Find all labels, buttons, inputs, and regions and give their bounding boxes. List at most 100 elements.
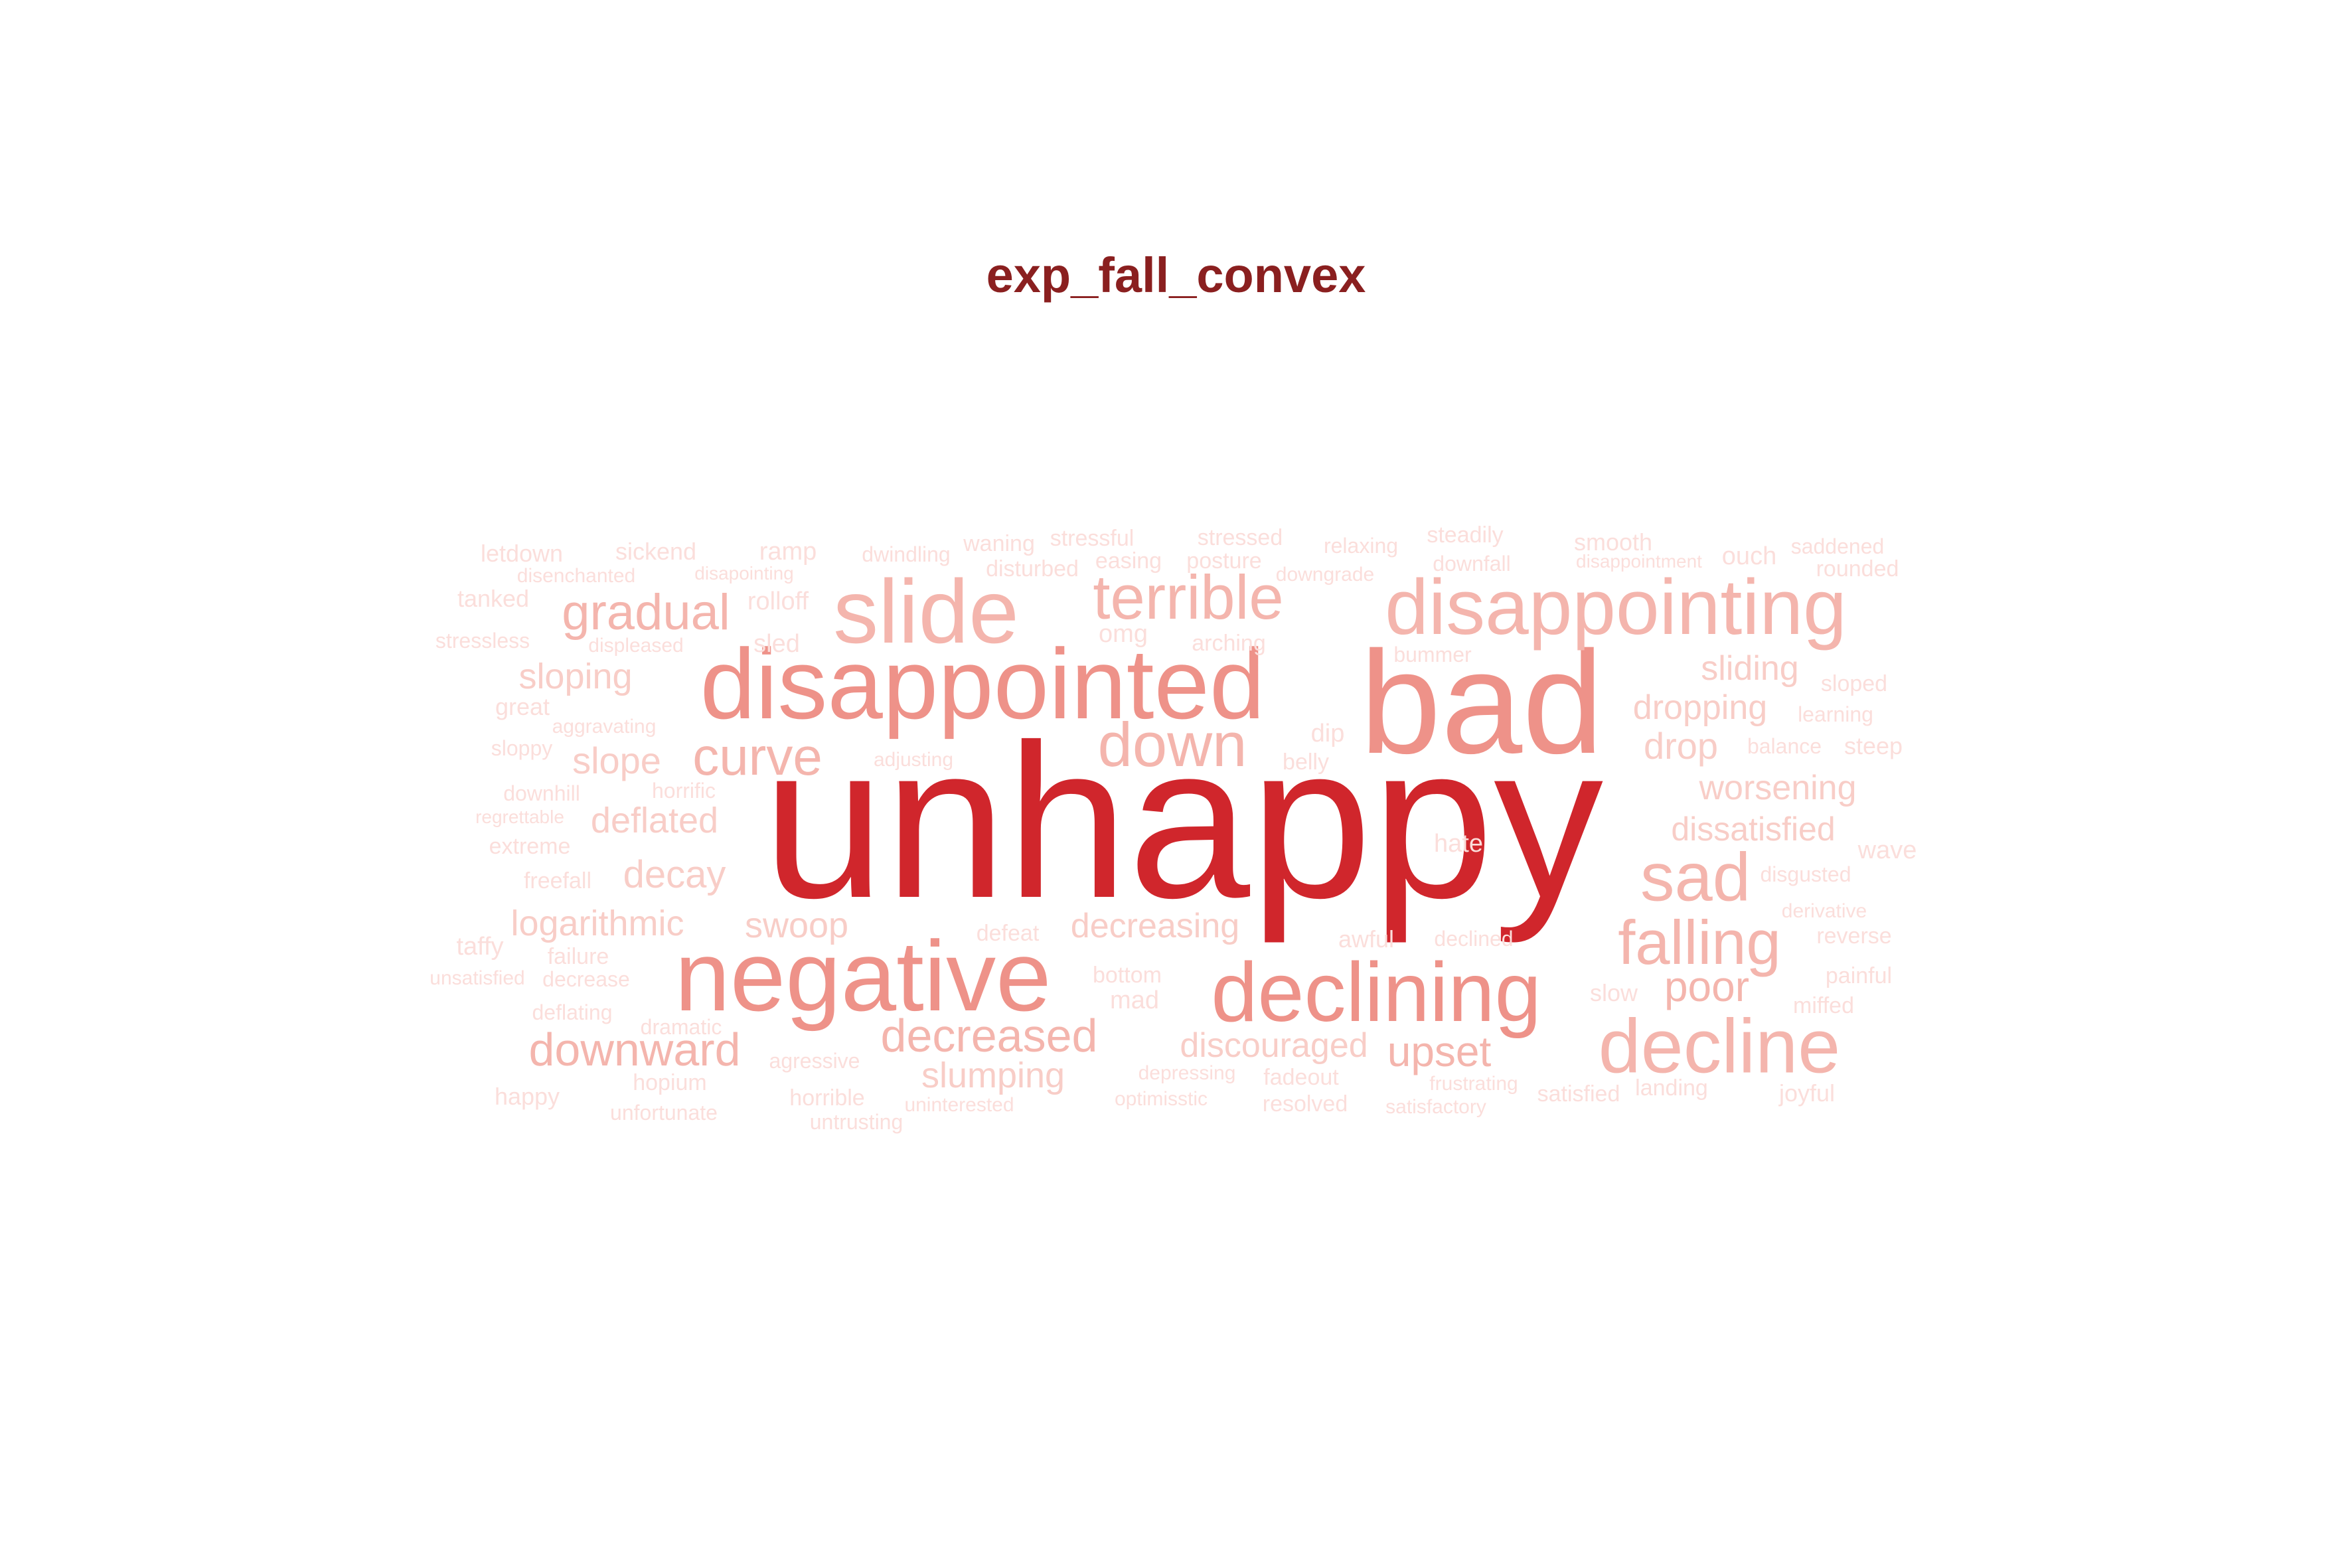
cloud-word: disappointed <box>700 628 1265 740</box>
cloud-word: waning <box>963 531 1035 556</box>
cloud-word: horrible <box>789 1085 865 1111</box>
cloud-word: steep <box>1843 732 1903 759</box>
cloud-word: wave <box>1857 836 1917 864</box>
cloud-word: sickend <box>615 538 697 565</box>
cloud-word: omg <box>1099 620 1148 648</box>
cloud-word: mad <box>1110 986 1159 1014</box>
cloud-word: terrible <box>1093 562 1284 632</box>
cloud-word: tanked <box>457 585 530 612</box>
cloud-word: unsatisfied <box>430 967 525 989</box>
cloud-word: defeat <box>976 921 1040 946</box>
cloud-word: decline <box>1598 1004 1841 1089</box>
cloud-word: declining <box>1211 945 1541 1039</box>
cloud-word: posture <box>1186 548 1262 574</box>
cloud-word: disenchanted <box>516 565 636 587</box>
cloud-word: disturbed <box>986 556 1079 582</box>
cloud-word: learning <box>1798 702 1873 726</box>
cloud-word: arching <box>1192 631 1266 656</box>
cloud-word: optimisstic <box>1114 1088 1208 1110</box>
cloud-word: disapointing <box>694 563 794 584</box>
cloud-word: hopium <box>633 1070 707 1095</box>
cloud-word: rolloff <box>747 588 809 615</box>
cloud-word: poor <box>1664 963 1750 1010</box>
cloud-word: sliding <box>1701 649 1799 688</box>
cloud-word: letdown <box>480 540 564 567</box>
cloud-word: gradual <box>562 584 730 641</box>
cloud-word: displeased <box>588 635 684 657</box>
cloud-word: negative <box>674 920 1052 1032</box>
cloud-word: miffed <box>1793 993 1854 1018</box>
cloud-word: downhill <box>503 781 580 805</box>
cloud-word: decreased <box>880 1010 1098 1061</box>
cloud-word: sloppy <box>491 736 553 760</box>
cloud-word: ramp <box>759 538 817 566</box>
cloud-word: downfall <box>1433 552 1511 576</box>
cloud-word: slope <box>572 740 661 781</box>
cloud-word: painful <box>1825 963 1893 988</box>
cloud-word: steadily <box>1427 522 1504 548</box>
cloud-word: bottom <box>1093 963 1162 988</box>
cloud-word: dip <box>1310 720 1345 747</box>
cloud-word: disappointing <box>1385 564 1847 651</box>
cloud-word: dwindling <box>862 542 951 566</box>
cloud-word: extreme <box>489 834 571 859</box>
cloud-word: landing <box>1635 1075 1708 1101</box>
cloud-word: satisfied <box>1537 1081 1620 1107</box>
cloud-word: adjusting <box>873 749 954 771</box>
cloud-word: sad <box>1640 838 1751 915</box>
cloud-word: regrettable <box>475 807 564 827</box>
cloud-word: downward <box>528 1024 741 1075</box>
cloud-word: dissatisfied <box>1671 811 1836 848</box>
page-title: exp_fall_convex <box>986 248 1366 303</box>
cloud-word: happy <box>494 1083 560 1110</box>
cloud-word: rounded <box>1816 556 1899 582</box>
cloud-word: disgusted <box>1760 862 1851 886</box>
cloud-word: bummer <box>1393 643 1472 666</box>
cloud-word: frustrating <box>1429 1073 1518 1095</box>
cloud-word: deflating <box>532 1000 613 1024</box>
cloud-word: curve <box>692 727 823 786</box>
cloud-word: sloped <box>1820 671 1888 696</box>
cloud-word: ouch <box>1721 542 1777 570</box>
cloud-word: decay <box>623 853 726 896</box>
cloud-word: derivative <box>1781 900 1867 922</box>
cloud-word: downgrade <box>1275 564 1375 586</box>
cloud-word: discouraged <box>1180 1026 1368 1065</box>
cloud-word: balance <box>1747 734 1822 758</box>
cloud-word: disappointment <box>1576 551 1702 572</box>
cloud-word: agressive <box>769 1049 860 1073</box>
cloud-word: unfortunate <box>610 1101 718 1125</box>
cloud-word: falling <box>1618 907 1781 977</box>
cloud-word: swoop <box>744 905 849 945</box>
cloud-word: decreasing <box>1070 907 1240 945</box>
cloud-word: hate <box>1434 830 1483 858</box>
cloud-word: deflated <box>590 801 719 840</box>
cloud-word: failure <box>547 944 609 969</box>
cloud-word: smooth <box>1573 528 1653 556</box>
cloud-word: worsening <box>1699 769 1857 807</box>
cloud-word: resolved <box>1262 1091 1348 1117</box>
cloud-word: fadeout <box>1263 1065 1339 1090</box>
cloud-word: slow <box>1589 979 1638 1006</box>
cloud-word: dropping <box>1632 688 1768 727</box>
cloud-word: taffy <box>456 933 504 961</box>
cloud-word: reverse <box>1816 923 1892 949</box>
cloud-word: depressing <box>1138 1062 1236 1084</box>
cloud-word: drop <box>1643 725 1719 767</box>
cloud-word: horrific <box>651 779 716 803</box>
cloud-word: relaxing <box>1323 534 1399 558</box>
cloud-word: upset <box>1387 1028 1492 1075</box>
cloud-word: stressed <box>1197 525 1283 550</box>
cloud-word: logarithmic <box>510 903 684 943</box>
cloud-word: great <box>495 693 550 720</box>
cloud-word: untrusting <box>809 1110 903 1134</box>
cloud-word: awful <box>1338 925 1395 953</box>
cloud-word: unhappy <box>762 698 1604 943</box>
cloud-word: decrease <box>542 967 630 991</box>
cloud-word: dramatic <box>640 1015 722 1039</box>
cloud-word: slide <box>833 561 1019 662</box>
cloud-word: declined <box>1434 927 1514 951</box>
cloud-word: stressful <box>1050 526 1135 551</box>
cloud-word: aggravating <box>552 716 657 738</box>
